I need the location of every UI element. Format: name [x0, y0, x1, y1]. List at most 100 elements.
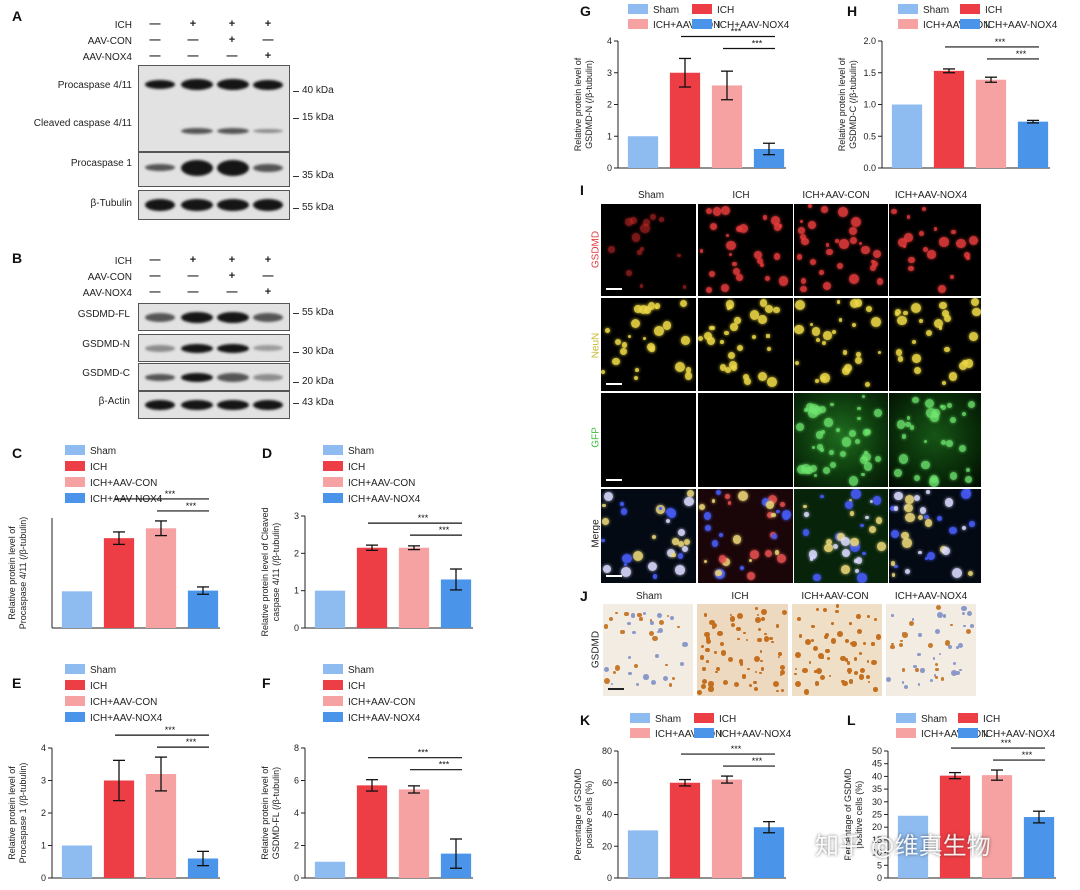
sig-stars-c: *** — [165, 489, 176, 499]
legend-label-e: ICH+AAV-CON — [90, 697, 157, 708]
y-tick-label-f: 4 — [294, 808, 299, 818]
condition-sign: — — [149, 34, 161, 46]
y-tick-label-k: 20 — [602, 841, 612, 851]
marker-40kda: 40 kDa — [293, 85, 334, 96]
bar-f — [356, 785, 388, 878]
condition-sign: + — [264, 50, 272, 62]
j-col-ich-aav-con: ICH+AAV-CON — [801, 591, 869, 602]
y-tick-label-e: 3 — [41, 776, 46, 786]
panel-label-l: L — [847, 712, 856, 728]
condition-sign: — — [149, 270, 161, 282]
legend-label-l: ICH — [983, 714, 1000, 725]
y-tick-label-g: 3 — [607, 68, 612, 78]
legend-swatch-k — [630, 728, 650, 738]
legend-label-c: ICH+AAV-CON — [90, 478, 157, 489]
condition-sign: + — [189, 254, 197, 266]
legend-label-k: ICH+AAV-CON — [655, 729, 722, 740]
y-tick-label-k: 60 — [602, 778, 612, 788]
ihc-image — [603, 604, 693, 696]
condition-sign: — — [262, 270, 274, 282]
bar-e — [61, 845, 93, 878]
marker-20kda: 20 kDa — [293, 376, 334, 387]
legend-swatch-l — [896, 713, 916, 723]
legend-swatch-c — [65, 477, 85, 487]
bar-f — [314, 861, 346, 878]
blot-procaspase-1 — [138, 152, 290, 187]
bar-k — [753, 827, 785, 878]
y-tick-label-l: 0 — [877, 873, 882, 883]
ihc-image — [697, 604, 788, 696]
j-col-ich: ICH — [731, 591, 749, 602]
y-tick-label-h: 0.0 — [863, 163, 876, 173]
y-tick-label-k: 80 — [602, 746, 612, 756]
zhihu-watermark: 知乎 @维真生物 — [815, 832, 991, 860]
condition-label-ich: ICH — [114, 256, 132, 267]
ihc-image — [886, 604, 976, 696]
marker-15kda: 15 kDa — [293, 112, 334, 123]
y-axis-title-g: Relative protein level of — [573, 57, 583, 151]
y-tick-label-k: 40 — [602, 810, 612, 820]
label-procaspase-1: Procaspase 1 — [70, 158, 132, 169]
legend-label-f: Sham — [348, 665, 374, 676]
bar-c — [187, 590, 219, 628]
legend-label-h: ICH+AAV-NOX4 — [985, 20, 1058, 31]
y-axis-title-c: Relative protein level of — [7, 526, 17, 620]
legend-swatch-e — [65, 712, 85, 722]
if-image — [888, 488, 982, 584]
label-beta-tubulin-a: β-Tubulin — [90, 198, 132, 209]
bar-h — [975, 79, 1007, 168]
legend-swatch-g — [692, 19, 712, 29]
legend-swatch-h — [898, 19, 918, 29]
condition-sign: — — [226, 286, 238, 298]
legend-swatch-c — [65, 445, 85, 455]
legend-label-h: ICH+AAV-CON — [923, 20, 990, 31]
legend-label-d: Sham — [348, 446, 374, 457]
i-col-sham: Sham — [637, 190, 665, 201]
legend-swatch-f — [323, 696, 343, 706]
condition-label-ich: ICH — [114, 20, 132, 31]
condition-sign: — — [187, 270, 199, 282]
legend-label-d: ICH+AAV-NOX4 — [348, 494, 421, 505]
y-tick-label-d: 3 — [294, 511, 299, 521]
ihc-image — [792, 604, 882, 696]
sig-stars-f: *** — [439, 760, 450, 770]
legend-swatch-k — [694, 728, 714, 738]
bar-h — [933, 70, 965, 168]
panel-label-f: F — [262, 675, 271, 691]
sig-stars-l: *** — [1001, 738, 1012, 748]
if-image — [888, 297, 982, 392]
y-tick-label-k: 0 — [607, 873, 612, 883]
blot-gsdmd-c — [138, 363, 290, 391]
bar-e — [103, 780, 135, 878]
legend-swatch-l — [896, 728, 916, 738]
condition-label-aav-nox4: AAV-NOX4 — [82, 52, 132, 63]
condition-sign: + — [228, 18, 236, 30]
legend-label-l: ICH+AAV-CON — [921, 729, 988, 740]
y-axis-title-g: GSDMD-N (/β-tubulin) — [584, 60, 594, 149]
y-tick-label-l: 25 — [872, 810, 882, 820]
condition-sign: — — [187, 34, 199, 46]
legend-label-k: Sham — [655, 714, 681, 725]
legend-label-c: Sham — [90, 446, 116, 457]
legend-swatch-d — [323, 445, 343, 455]
condition-sign: + — [228, 34, 236, 46]
y-tick-label-e: 2 — [41, 808, 46, 818]
if-image — [793, 297, 889, 392]
bar-h — [891, 104, 923, 168]
legend-swatch-d — [323, 461, 343, 471]
legend-label-h: Sham — [923, 5, 949, 16]
condition-sign: — — [262, 34, 274, 46]
legend-label-f: ICH+AAV-CON — [348, 697, 415, 708]
y-tick-label-l: 35 — [872, 784, 882, 794]
y-tick-label-l: 50 — [872, 746, 882, 756]
bar-g — [669, 72, 701, 168]
y-tick-label-g: 2 — [607, 100, 612, 110]
legend-swatch-f — [323, 712, 343, 722]
y-tick-label-d: 2 — [294, 548, 299, 558]
y-tick-label-l: 5 — [877, 860, 882, 870]
if-image — [793, 488, 889, 584]
bar-d — [314, 590, 346, 628]
y-tick-label-e: 4 — [41, 743, 46, 753]
blot-gsdmd-n — [138, 334, 290, 362]
bar-k — [669, 782, 701, 878]
